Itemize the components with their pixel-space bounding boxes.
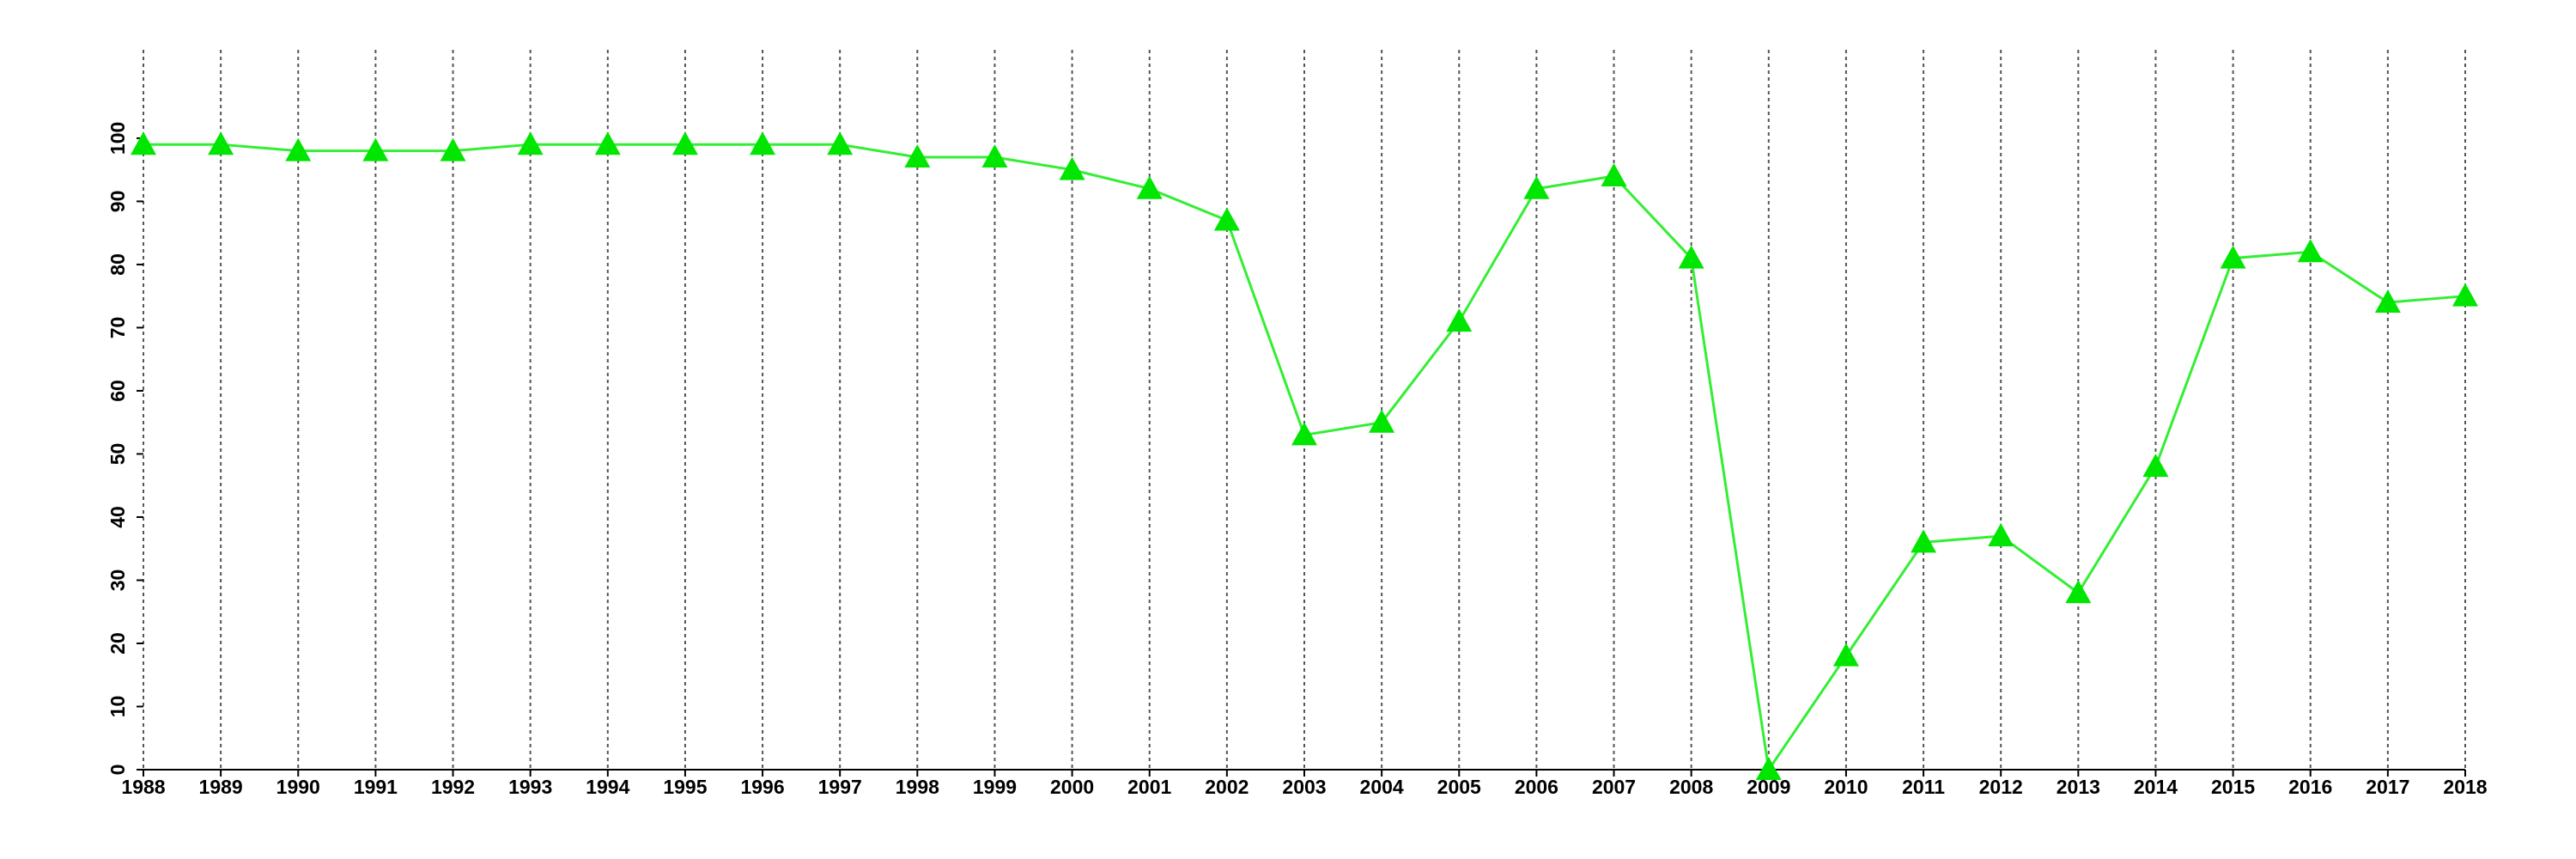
x-tick-label: 2017 — [2366, 776, 2409, 798]
data-point — [285, 137, 312, 161]
data-point — [981, 143, 1008, 168]
data-point — [1291, 422, 1317, 446]
y-tick-label: 60 — [106, 380, 129, 402]
y-tick-label: 10 — [106, 696, 129, 718]
x-tick-label: 2004 — [1360, 776, 1404, 798]
data-point — [2065, 580, 2092, 604]
data-point — [1832, 643, 1859, 667]
data-point — [1601, 163, 1627, 187]
x-tick-label: 1997 — [818, 776, 862, 798]
x-tick-label: 1999 — [973, 776, 1017, 798]
x-tick-label: 2008 — [1669, 776, 1713, 798]
x-tick-label: 1994 — [586, 776, 629, 798]
data-point — [1755, 757, 1782, 780]
x-tick-label: 1990 — [276, 776, 320, 798]
x-tick-label: 1996 — [740, 776, 784, 798]
x-tick-label: 2016 — [2288, 776, 2332, 798]
x-tick-label: 2006 — [1515, 776, 1558, 798]
x-tick-label: 1991 — [354, 776, 398, 798]
data-point — [1059, 156, 1085, 180]
y-tick-label: 50 — [106, 443, 129, 466]
x-tick-label: 2002 — [1205, 776, 1249, 798]
x-tick-label: 1988 — [121, 776, 165, 798]
data-point — [131, 131, 156, 155]
y-tick-label: 30 — [106, 570, 129, 592]
data-point — [517, 131, 544, 155]
y-tick-label: 90 — [106, 191, 129, 213]
data-point — [1446, 308, 1473, 332]
data-point — [362, 137, 389, 161]
y-tick-label: 0 — [106, 765, 129, 776]
x-tick-label: 2000 — [1050, 776, 1094, 798]
x-tick-label: 1993 — [508, 776, 552, 798]
data-point — [750, 131, 776, 155]
data-point — [1213, 207, 1240, 231]
x-tick-label: 1992 — [431, 776, 475, 798]
data-point — [1369, 409, 1395, 433]
y-tick-label: 80 — [106, 253, 129, 276]
x-tick-label: 2001 — [1127, 776, 1171, 798]
x-tick-label: 2018 — [2443, 776, 2487, 798]
data-point — [1523, 175, 1550, 199]
x-tick-label: 2003 — [1282, 776, 1326, 798]
data-point — [2297, 239, 2324, 263]
data-point — [440, 137, 466, 161]
data-point — [2142, 454, 2169, 478]
data-point — [827, 131, 854, 155]
x-tick-label: 2015 — [2211, 776, 2255, 798]
x-tick-label: 1995 — [663, 776, 707, 798]
x-tick-label: 2007 — [1592, 776, 1636, 798]
data-point — [1136, 175, 1163, 199]
y-tick-label: 100 — [106, 122, 129, 155]
x-tick-label: 2011 — [1902, 776, 1945, 798]
y-tick-label: 40 — [106, 506, 129, 528]
y-tick-label: 70 — [106, 317, 129, 339]
x-tick-label: 2013 — [2057, 776, 2100, 798]
x-tick-label: 2012 — [1979, 776, 2023, 798]
data-point — [671, 131, 698, 155]
y-tick-label: 20 — [106, 632, 129, 655]
x-tick-label: 2005 — [1437, 776, 1481, 798]
x-tick-label: 2014 — [2134, 776, 2178, 798]
data-point — [904, 143, 931, 168]
x-tick-label: 2010 — [1824, 776, 1868, 798]
x-tick-label: 1998 — [896, 776, 939, 798]
data-point — [1678, 245, 1704, 269]
data-point — [1988, 523, 2014, 547]
data-point — [2220, 245, 2246, 269]
data-point — [1911, 529, 1937, 553]
x-tick-label: 1989 — [199, 776, 243, 798]
data-point — [594, 131, 621, 155]
data-point — [2374, 289, 2401, 314]
data-point — [2452, 283, 2478, 307]
data-point — [208, 131, 234, 155]
